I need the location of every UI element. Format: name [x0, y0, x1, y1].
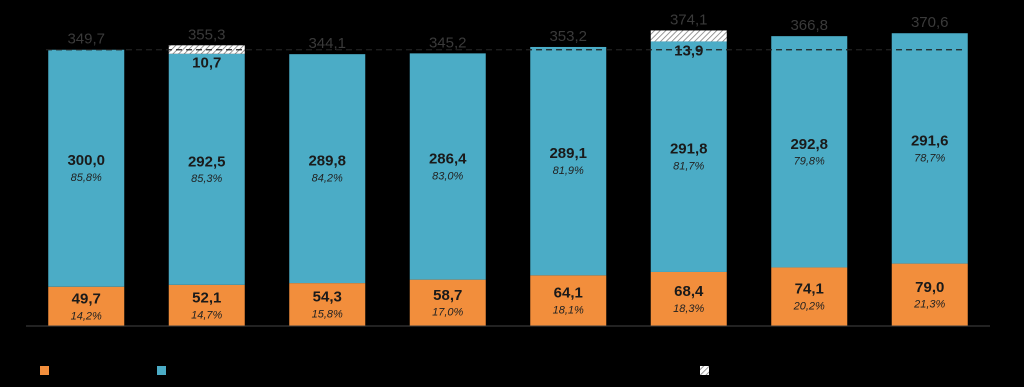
bar-segment: [650, 30, 727, 42]
share-label: 18,3%: [673, 303, 704, 315]
total-label: 374,1: [670, 11, 708, 28]
value-label: 52,1: [192, 289, 221, 306]
share-label: 81,9%: [553, 165, 584, 177]
bar-segment: [289, 54, 366, 284]
bar-segment: [48, 49, 125, 287]
share-label: 14,7%: [191, 309, 222, 321]
value-label: 292,5: [188, 153, 226, 170]
value-label: 10,7: [192, 55, 221, 72]
share-label: 85,8%: [71, 172, 102, 184]
total-label: 349,7: [67, 31, 105, 48]
bar-segment: [530, 46, 607, 276]
bar-segment: [771, 36, 848, 268]
share-label: 21,3%: [913, 299, 945, 311]
value-label: 291,6: [911, 132, 949, 149]
share-label: 78,7%: [914, 152, 945, 164]
share-label: 84,2%: [312, 173, 343, 185]
bar-segment: [650, 271, 727, 326]
bar-segment: [891, 33, 968, 264]
value-label: 300,0: [67, 152, 105, 169]
value-label: 286,4: [429, 150, 467, 167]
total-label: 370,6: [911, 14, 949, 31]
value-label: 58,7: [433, 287, 462, 304]
bar-segment: [891, 263, 968, 326]
value-label: 292,8: [790, 136, 828, 153]
bar-segment: [409, 279, 486, 326]
total-label: 353,2: [549, 28, 587, 45]
value-label: 289,8: [308, 153, 346, 170]
total-label: 366,8: [790, 17, 828, 34]
share-label: 15,8%: [312, 308, 343, 320]
legend-marker: [157, 366, 166, 375]
total-label: 344,1: [308, 35, 346, 52]
bar-segment: [168, 284, 245, 326]
legend-marker: [700, 366, 709, 375]
legend-marker: [40, 366, 49, 375]
value-label: 68,4: [674, 283, 704, 300]
bar-segment: [530, 275, 607, 326]
share-label: 14,2%: [71, 310, 102, 322]
value-label: 49,7: [72, 290, 101, 307]
value-label: 74,1: [795, 281, 824, 298]
bar-segment: [48, 286, 125, 326]
share-label: 83,0%: [432, 170, 463, 182]
share-label: 17,0%: [432, 307, 463, 319]
value-label: 79,0: [915, 279, 944, 296]
bar-segment: [650, 41, 727, 272]
value-label: 54,3: [313, 289, 342, 306]
value-label: 289,1: [549, 145, 587, 162]
value-label: 13,9: [674, 42, 703, 59]
share-label: 79,8%: [794, 156, 825, 168]
value-label: 291,8: [670, 141, 708, 158]
bar-segment: [409, 53, 486, 280]
share-label: 85,3%: [191, 173, 222, 185]
total-label: 345,2: [429, 34, 467, 51]
share-label: 81,7%: [673, 161, 704, 173]
share-label: 18,1%: [553, 305, 584, 317]
bar-segment: [168, 53, 245, 285]
bar-segment: [771, 267, 848, 326]
share-label: 20,2%: [793, 301, 825, 313]
bar-segment: [289, 283, 366, 326]
value-label: 64,1: [554, 285, 583, 302]
total-label: 355,3: [188, 26, 226, 43]
